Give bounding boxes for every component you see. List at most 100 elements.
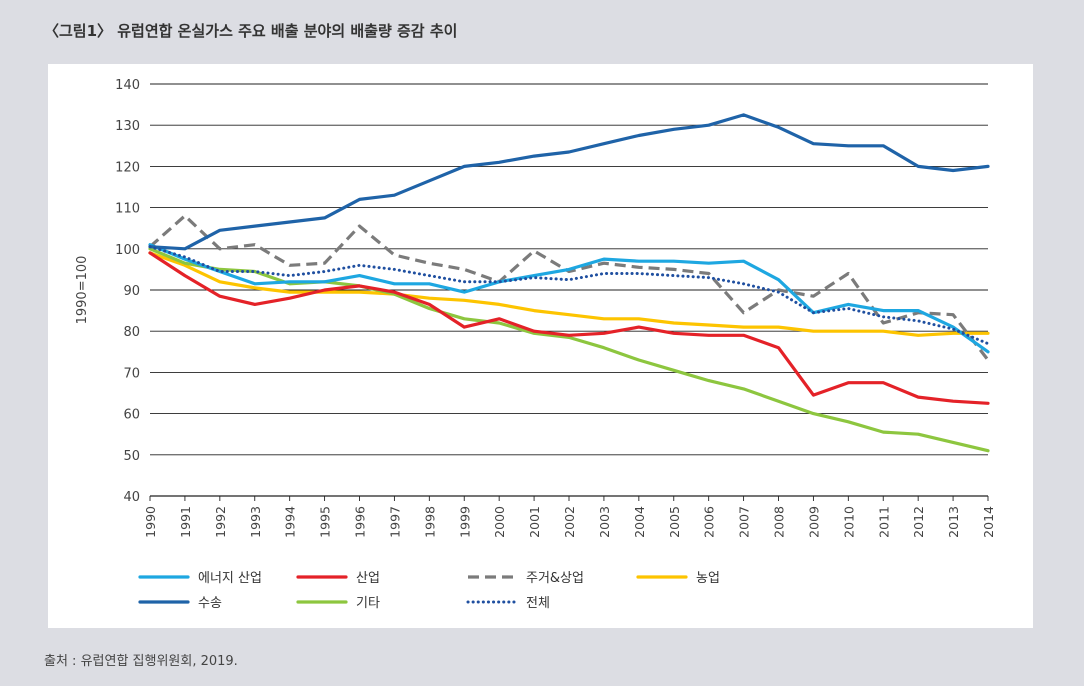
x-tick-label: 1995 [318,506,333,538]
series-line-2 [148,214,990,361]
data-point [463,165,465,167]
y-tick-label: 130 [115,119,140,134]
data-point [288,264,290,266]
x-tick-label: 2007 [737,506,752,538]
legend-label: 산업 [356,571,380,586]
data-point [952,332,954,334]
x-tick-label: 2012 [911,506,926,538]
data-point [742,260,744,262]
x-tick-label: 1992 [213,506,228,538]
data-point [812,412,814,414]
x-tick-label: 1991 [178,506,193,538]
data-point [254,287,256,289]
data-point [882,431,884,433]
y-tick-label: 90 [123,284,140,299]
data-point [707,276,709,278]
data-point [184,256,186,258]
data-point [917,320,919,322]
x-tick-label: 1996 [353,506,368,538]
series-line-3 [148,251,990,337]
data-point [533,155,535,157]
legend-label: 기타 [356,596,380,611]
data-point [777,326,779,328]
data-point [358,285,360,287]
data-point [847,145,849,147]
data-point [812,295,814,297]
data-point [987,402,989,404]
data-point [568,314,570,316]
data-point [463,281,465,283]
data-point [219,270,221,272]
data-point [847,421,849,423]
data-point [498,322,500,324]
data-point [847,303,849,305]
x-tick-label: 2009 [806,506,821,538]
data-point [428,262,430,264]
data-point [184,262,186,264]
data-point [428,307,430,309]
data-point [219,295,221,297]
data-point [707,324,709,326]
data-point [254,243,256,245]
data-point [428,297,430,299]
data-point [323,289,325,291]
y-tick-label: 80 [123,325,140,340]
data-point [812,143,814,145]
x-tick-label: 2006 [702,506,717,538]
x-tick-label: 2001 [527,506,542,538]
legend-label: 농업 [696,571,720,586]
data-point [533,250,535,252]
x-tick-label: 1999 [457,506,472,538]
data-point [777,291,779,293]
y-tick-label: 110 [115,202,140,217]
data-point [219,281,221,283]
data-point [254,270,256,272]
data-point [987,449,989,451]
data-point [742,334,744,336]
data-point [219,229,221,231]
data-point [707,124,709,126]
data-point [638,134,640,136]
series-line-0 [148,243,990,354]
data-point [358,225,360,227]
x-tick-label: 2010 [841,506,856,538]
x-tick-label: 2008 [772,506,787,538]
data-point [987,351,989,353]
x-tick-label: 1994 [283,506,298,538]
data-point [673,268,675,270]
data-point [847,307,849,309]
data-point [463,268,465,270]
series-line-1 [148,251,990,405]
y-tick-label: 70 [123,366,140,381]
data-point [254,225,256,227]
data-point [428,274,430,276]
data-point [777,346,779,348]
data-point [358,291,360,293]
data-point [323,262,325,264]
data-point [707,334,709,336]
data-point [742,388,744,390]
data-point [812,330,814,332]
data-point [882,145,884,147]
legend-label: 수송 [198,596,222,611]
data-point [603,332,605,334]
data-point [638,266,640,268]
data-point [323,281,325,283]
data-point [463,299,465,301]
x-tick-label: 1993 [248,506,263,538]
data-point [987,342,989,344]
data-point [288,221,290,223]
data-point [952,169,954,171]
data-point [254,303,256,305]
data-point [742,326,744,328]
data-point [498,281,500,283]
data-point [603,346,605,348]
data-point [638,260,640,262]
data-point [742,114,744,116]
data-point [463,318,465,320]
data-point [673,274,675,276]
data-point [288,281,290,283]
data-point [847,382,849,384]
data-point [393,283,395,285]
data-point [358,274,360,276]
